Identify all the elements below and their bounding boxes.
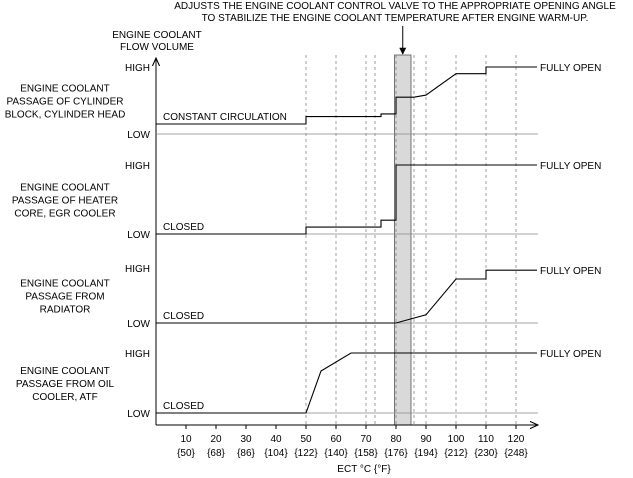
x-tick-label-c: 10: [180, 434, 192, 445]
panel-label-line: PASSAGE FROM: [25, 292, 104, 303]
x-tick-label-c: 100: [448, 434, 465, 445]
high-label: HIGH: [125, 63, 150, 74]
panel-label-line: COOLER, ATF: [32, 392, 97, 403]
panel-2: ENGINE COOLANT PASSAGE OF HEATER CORE, EGR…: [12, 161, 601, 241]
x-axis-label: ECT °C {°F}: [337, 464, 391, 475]
panel-4: ENGINE COOLANT PASSAGE FROM OIL COOLER, AT…: [16, 349, 601, 420]
low-label: LOW: [127, 319, 150, 330]
panel-label-line: PASSAGE FROM OIL: [16, 379, 115, 390]
end-label: FULLY OPEN: [540, 161, 601, 172]
flow-line: [156, 66, 537, 125]
x-tick-label-f: {104}: [264, 448, 288, 459]
x-tick-label-c: 20: [210, 434, 222, 445]
flow-line: [156, 164, 537, 235]
x-tick-label-c: 120: [508, 434, 525, 445]
panel-label-line: CORE, EGR COOLER: [14, 209, 115, 220]
x-tick-label-f: {230}: [474, 448, 498, 459]
low-label: LOW: [127, 130, 150, 141]
flow-line: [156, 269, 537, 324]
panel-label-line: RADIATOR: [40, 305, 91, 316]
x-tick-label-f: {122}: [294, 448, 318, 459]
low-label: LOW: [127, 230, 150, 241]
x-tick-label-f: {194}: [414, 448, 438, 459]
x-tick-label-f: {68}: [207, 448, 225, 459]
x-tick-label-f: {212}: [444, 448, 468, 459]
y-axis-label-line-2: FLOW VOLUME: [120, 42, 194, 53]
panel-label-line: ENGINE COOLANT: [20, 183, 109, 194]
annotation-line-1: ADJUSTS THE ENGINE COOLANT CONTROL VALVE…: [174, 1, 616, 12]
panels: ENGINE COOLANT PASSAGE OF CYLINDER BLOCK, …: [5, 63, 602, 420]
y-axis-label-line-1: ENGINE COOLANT: [112, 30, 201, 41]
x-tick-label-f: {158}: [354, 448, 378, 459]
end-label: FULLY OPEN: [540, 349, 601, 360]
high-label: HIGH: [125, 264, 150, 275]
start-label: CLOSED: [163, 401, 204, 412]
end-label: FULLY OPEN: [540, 266, 601, 277]
x-tick-label-c: 50: [300, 434, 312, 445]
panel-1: ENGINE COOLANT PASSAGE OF CYLINDER BLOCK, …: [5, 63, 602, 141]
start-label: CLOSED: [163, 311, 204, 322]
x-tick-label-c: 70: [360, 434, 372, 445]
x-tick-label-c: 90: [420, 434, 432, 445]
start-label: CLOSED: [163, 222, 204, 233]
end-label: FULLY OPEN: [540, 63, 601, 74]
flow-line: [156, 352, 537, 414]
x-tick-label-f: {86}: [237, 448, 255, 459]
x-tick-label-f: {248}: [504, 448, 528, 459]
panel-label-line: ENGINE COOLANT: [20, 84, 109, 95]
annotation-line-2: TO STABILIZE THE ENGINE COOLANT TEMPERAT…: [202, 13, 589, 24]
x-tick-label-f: {140}: [324, 448, 348, 459]
x-tick-label-c: 60: [330, 434, 342, 445]
panel-label-line: PASSAGE OF HEATER: [12, 196, 118, 207]
panel-label-line: BLOCK, CYLINDER HEAD: [5, 110, 126, 121]
panel-label-line: ENGINE COOLANT: [20, 366, 109, 377]
warm-up-highlight-band: [394, 54, 412, 426]
x-tick-label-c: 80: [390, 434, 402, 445]
high-label: HIGH: [125, 161, 150, 172]
x-tick-label-f: {176}: [384, 448, 408, 459]
high-label: HIGH: [125, 349, 150, 360]
x-tick-label-c: 40: [270, 434, 282, 445]
low-label: LOW: [127, 409, 150, 420]
panel-label-line: ENGINE COOLANT: [20, 279, 109, 290]
panel-3: ENGINE COOLANT PASSAGE FROM RADIATOR HIGH LO…: [20, 264, 601, 330]
start-label: CONSTANT CIRCULATION: [163, 112, 287, 123]
x-tick-label-f: {50}: [177, 448, 195, 459]
x-tick-label-c: 110: [478, 434, 494, 445]
x-axis-ticks: 10 {50} 20 {68} 30 {86} 40 {104} 50 {122} 60 {140} 7…: [177, 425, 528, 459]
x-tick-label-c: 30: [240, 434, 252, 445]
panel-label-line: PASSAGE OF CYLINDER: [6, 97, 123, 108]
